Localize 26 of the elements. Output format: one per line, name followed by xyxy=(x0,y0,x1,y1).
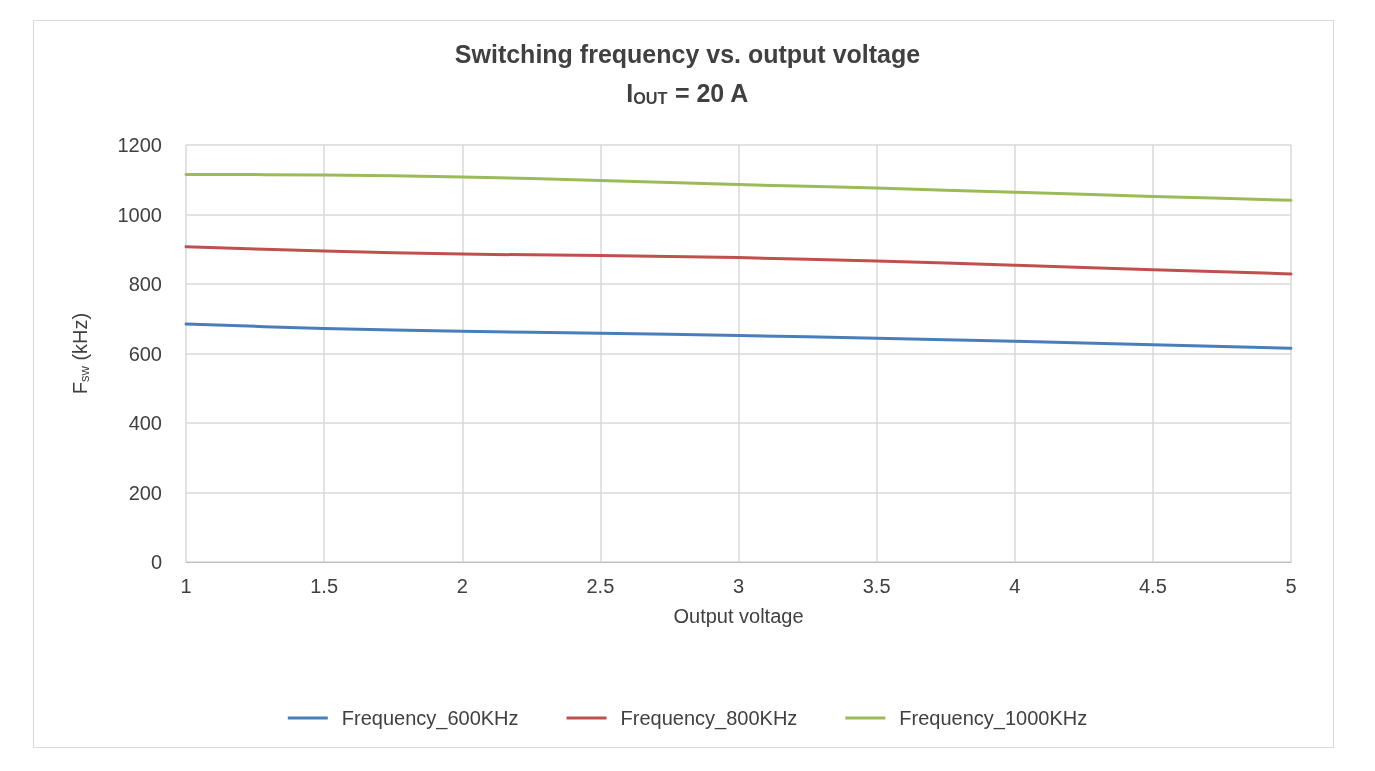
y-tick-label: 800 xyxy=(128,273,162,295)
line-series xyxy=(184,245,1293,276)
y-tick-label: 1200 xyxy=(117,134,162,156)
y-axis-title: Fsw (kHz) xyxy=(69,312,92,395)
chart-title: Switching frequency vs. output voltage xyxy=(454,39,921,68)
x-tick-label: 5 xyxy=(1285,575,1297,597)
y-tick-label: 600 xyxy=(128,342,162,365)
y-tick-label: 1000 xyxy=(117,203,162,226)
y-tick-label: 0 xyxy=(150,551,162,573)
x-axis-title: Output voltage xyxy=(673,605,804,627)
x-tick-label: 4.5 xyxy=(1138,575,1167,597)
x-tick-label: 3 xyxy=(732,575,745,597)
x-tick-label: 3.5 xyxy=(862,575,891,597)
x-tick-label: 1.5 xyxy=(310,575,339,597)
y-tick-label: 200 xyxy=(128,481,162,504)
x-tick-label: 4 xyxy=(1009,575,1021,597)
chart-subtitle: IOUT = 20 A xyxy=(626,78,749,108)
x-tick-label: 2.5 xyxy=(586,575,615,597)
legend-label: Frequency_800KHz xyxy=(620,707,798,730)
line-series xyxy=(184,322,1293,350)
legend-label: Frequency_600KHz xyxy=(341,707,519,730)
y-tick-label: 400 xyxy=(128,412,162,434)
line-series xyxy=(184,173,1293,202)
legend-label: Frequency_1000KHz xyxy=(899,707,1088,730)
x-tick-label: 1 xyxy=(180,575,192,597)
x-tick-label: 2 xyxy=(456,575,468,597)
